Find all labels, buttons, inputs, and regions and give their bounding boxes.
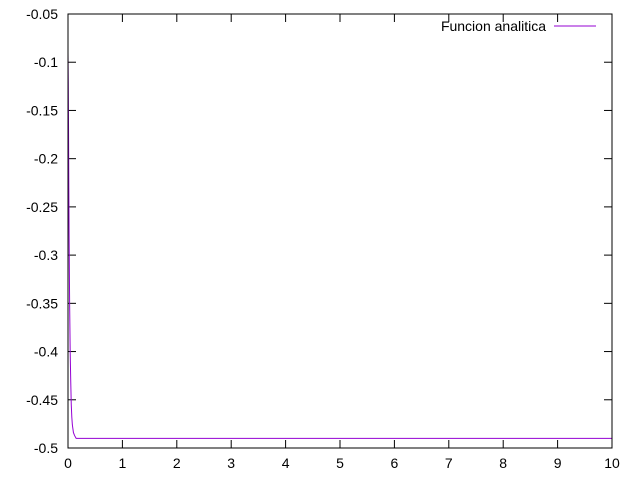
x-tick-label: 2: [173, 455, 181, 471]
x-tick-label: 7: [445, 455, 453, 471]
y-tick-label: -0.35: [26, 295, 58, 311]
series-lines: [67, 52, 612, 439]
series-line: [67, 52, 612, 439]
y-tick-labels: -0.05 -0.1 -0.15 -0.2 -0.25 -0.3 -0.35 -0.4 -0.4…: [26, 6, 58, 456]
y-tick-label: -0.2: [34, 151, 58, 167]
legend-label: Funcion analitica: [441, 18, 546, 34]
y-tick-label: -0.05: [26, 6, 58, 22]
x-tick-label: 4: [282, 455, 290, 471]
x-tick-label: 0: [64, 455, 72, 471]
plot-border: [67, 13, 613, 449]
y-tick-label: -0.5: [34, 440, 58, 456]
x-tick-label: 9: [554, 455, 562, 471]
x-tick-label: 10: [604, 455, 620, 471]
x-tick-label: 5: [336, 455, 344, 471]
x-tick-label: 3: [227, 455, 235, 471]
x-tick-label: 6: [391, 455, 399, 471]
tick-marks: [67, 13, 613, 449]
y-tick-label: -0.3: [34, 247, 58, 263]
y-tick-label: -0.4: [34, 344, 58, 360]
legend: Funcion analitica: [441, 18, 596, 34]
y-tick-label: -0.15: [26, 102, 58, 118]
y-tick-label: -0.1: [34, 54, 58, 70]
x-tick-labels: 0 1 2 3 4 5 6 7 8 9 10: [64, 455, 620, 471]
y-tick-label: -0.45: [26, 392, 58, 408]
x-tick-label: 1: [119, 455, 127, 471]
y-tick-label: -0.25: [26, 199, 58, 215]
x-tick-label: 8: [499, 455, 507, 471]
